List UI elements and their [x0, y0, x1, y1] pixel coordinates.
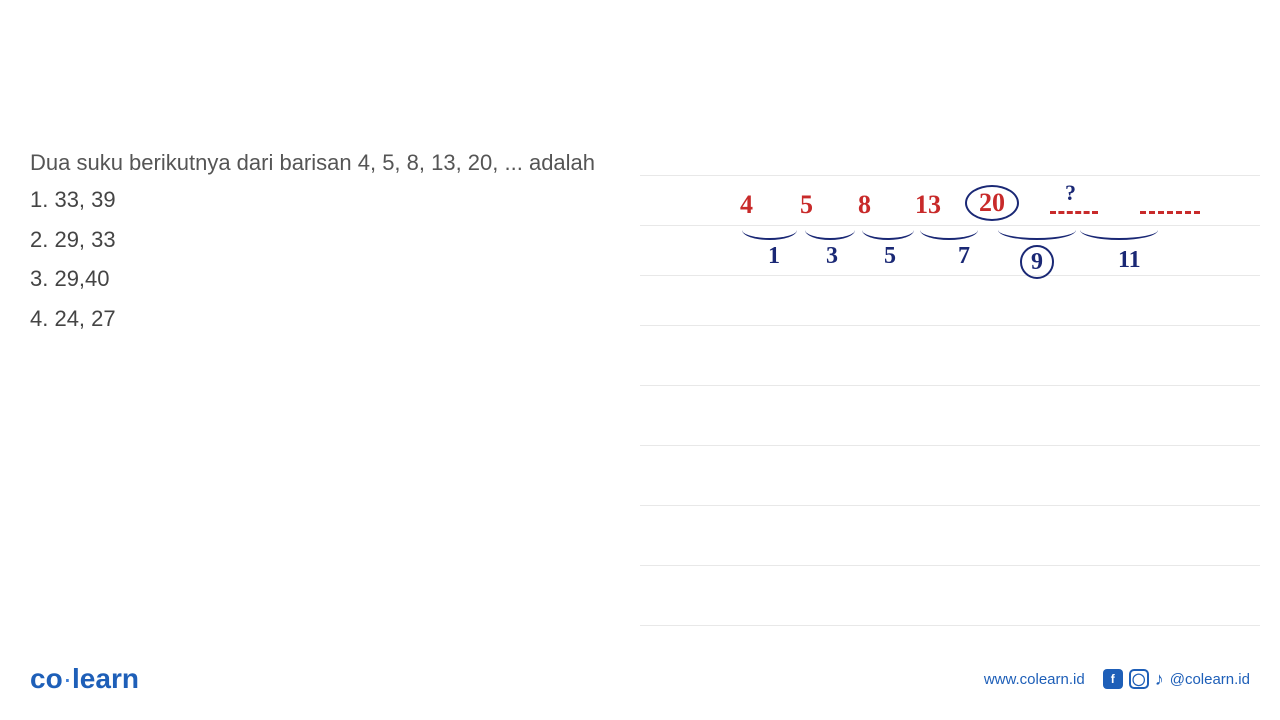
- seq-num-circled: 20: [965, 185, 1019, 221]
- option-3: 3. 29,40: [30, 259, 610, 299]
- footer-url: www.colearn.id: [984, 671, 1085, 688]
- facebook-icon: f: [1103, 669, 1123, 689]
- ruled-line: [640, 325, 1260, 326]
- option-2: 2. 29, 33: [30, 220, 610, 260]
- option-4: 4. 24, 27: [30, 299, 610, 339]
- social-handle: @colearn.id: [1170, 671, 1250, 688]
- seq-num: 13: [915, 190, 941, 220]
- ruled-line: [640, 385, 1260, 386]
- diff-arc: [998, 220, 1076, 240]
- social-icons: f ◯ ♪ @colearn.id: [1103, 669, 1250, 690]
- seq-num: 20: [979, 188, 1005, 218]
- footer: co·learn www.colearn.id f ◯ ♪ @colearn.i…: [30, 663, 1250, 695]
- unknown-dash: [1050, 211, 1098, 214]
- diff-num: 3: [826, 243, 838, 270]
- question-mark: ?: [1065, 180, 1076, 206]
- seq-num: 5: [800, 190, 813, 220]
- unknown-dash: [1140, 211, 1200, 214]
- question-text: Dua suku berikutnya dari barisan 4, 5, 8…: [30, 145, 610, 180]
- diff-num: 1: [768, 243, 780, 270]
- work-panel: 4 5 8 13 20 ? 1 3 5 7 9 11: [640, 175, 1260, 655]
- logo: co·learn: [30, 663, 139, 695]
- ruled-line: [640, 445, 1260, 446]
- diff-arc: [862, 220, 914, 240]
- diff-arc: [920, 220, 978, 240]
- seq-num: 4: [740, 190, 753, 220]
- seq-num: 8: [858, 190, 871, 220]
- diff-arc: [742, 220, 797, 240]
- ruled-line: [640, 565, 1260, 566]
- diff-num: 5: [884, 243, 896, 270]
- logo-prefix: co: [30, 663, 63, 694]
- diff-num: 11: [1118, 247, 1141, 274]
- question-panel: Dua suku berikutnya dari barisan 4, 5, 8…: [30, 145, 610, 339]
- diff-num-circled: 9: [1020, 245, 1054, 279]
- diff-arc: [1080, 220, 1158, 240]
- ruled-line: [640, 505, 1260, 506]
- logo-suffix: learn: [72, 663, 139, 694]
- option-1: 1. 33, 39: [30, 180, 610, 220]
- ruled-line: [640, 625, 1260, 626]
- footer-right: www.colearn.id f ◯ ♪ @colearn.id: [984, 669, 1250, 690]
- ruled-line: [640, 275, 1260, 276]
- diff-num: 7: [958, 243, 970, 270]
- tiktok-icon: ♪: [1155, 669, 1164, 690]
- diff-arc: [805, 220, 855, 240]
- ruled-line: [640, 175, 1260, 176]
- instagram-icon: ◯: [1129, 669, 1149, 689]
- diff-num: 9: [1031, 249, 1043, 276]
- logo-dot: ·: [63, 663, 72, 694]
